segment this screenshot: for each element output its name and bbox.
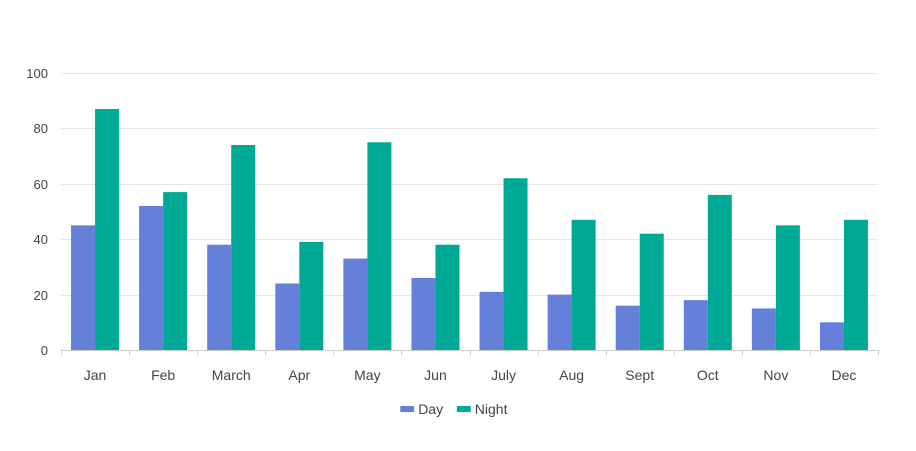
y-tick-label: 60 <box>34 177 48 192</box>
bar-night-apr[interactable] <box>299 241 324 350</box>
bar-day-jun[interactable] <box>411 277 436 350</box>
bar-night-feb[interactable] <box>163 192 188 350</box>
bar-night-nov[interactable] <box>775 225 800 350</box>
x-tick-label: Feb <box>151 367 175 383</box>
bar-night-march[interactable] <box>231 145 256 350</box>
y-tick-label: 100 <box>26 66 48 81</box>
x-tick-label: March <box>212 367 251 383</box>
y-tick-label: 0 <box>41 343 48 358</box>
x-tick-label: Aug <box>559 367 584 383</box>
y-tick-label: 20 <box>34 288 48 303</box>
bar-day-dec[interactable] <box>819 322 844 350</box>
bar-night-oct[interactable] <box>707 194 732 350</box>
x-tick-label: Jan <box>84 367 107 383</box>
x-tick-label: July <box>491 367 516 383</box>
bar-day-apr[interactable] <box>275 283 300 350</box>
bar-night-jun[interactable] <box>435 244 460 350</box>
x-tick-label: Nov <box>763 367 788 383</box>
x-tick-label: Jun <box>424 367 447 383</box>
bar-day-may[interactable] <box>343 258 368 350</box>
bar-night-jan[interactable] <box>95 109 120 350</box>
bar-day-aug[interactable] <box>547 294 572 350</box>
bar-day-march[interactable] <box>207 244 232 350</box>
bar-day-nov[interactable] <box>751 308 776 350</box>
grid-lines <box>61 73 878 296</box>
legend-label: Night <box>475 401 508 417</box>
bar-day-oct[interactable] <box>683 300 708 350</box>
y-tick-label: 40 <box>34 232 48 247</box>
bar-day-jan[interactable] <box>71 225 96 350</box>
bar-day-feb[interactable] <box>139 205 164 350</box>
axes: 0 20 40 60 80 100 Jan Feb March Apr May Jun July Aug S… <box>26 66 879 383</box>
x-tick-label: Oct <box>697 367 719 383</box>
bar-night-may[interactable] <box>367 142 392 350</box>
bar-day-sept[interactable] <box>615 305 640 350</box>
bar-day-july[interactable] <box>479 291 504 350</box>
bars <box>71 109 868 350</box>
x-tick-label: Apr <box>288 367 310 383</box>
legend[interactable]: Day Night <box>400 401 508 417</box>
x-tick-label: Dec <box>832 367 857 383</box>
bar-night-aug[interactable] <box>571 219 596 350</box>
legend-item-night[interactable]: Night <box>456 401 508 417</box>
bar-night-sept[interactable] <box>639 233 664 350</box>
x-tick-label: Sept <box>625 367 654 383</box>
y-tick-label: 80 <box>34 121 48 136</box>
legend-label: Day <box>418 401 443 417</box>
legend-item-day[interactable]: Day <box>400 401 443 417</box>
x-tick-label: May <box>354 367 380 383</box>
bar-night-july[interactable] <box>503 178 528 350</box>
legend-swatch <box>456 406 471 412</box>
legend-swatch <box>400 406 415 412</box>
bar-night-dec[interactable] <box>843 219 868 350</box>
